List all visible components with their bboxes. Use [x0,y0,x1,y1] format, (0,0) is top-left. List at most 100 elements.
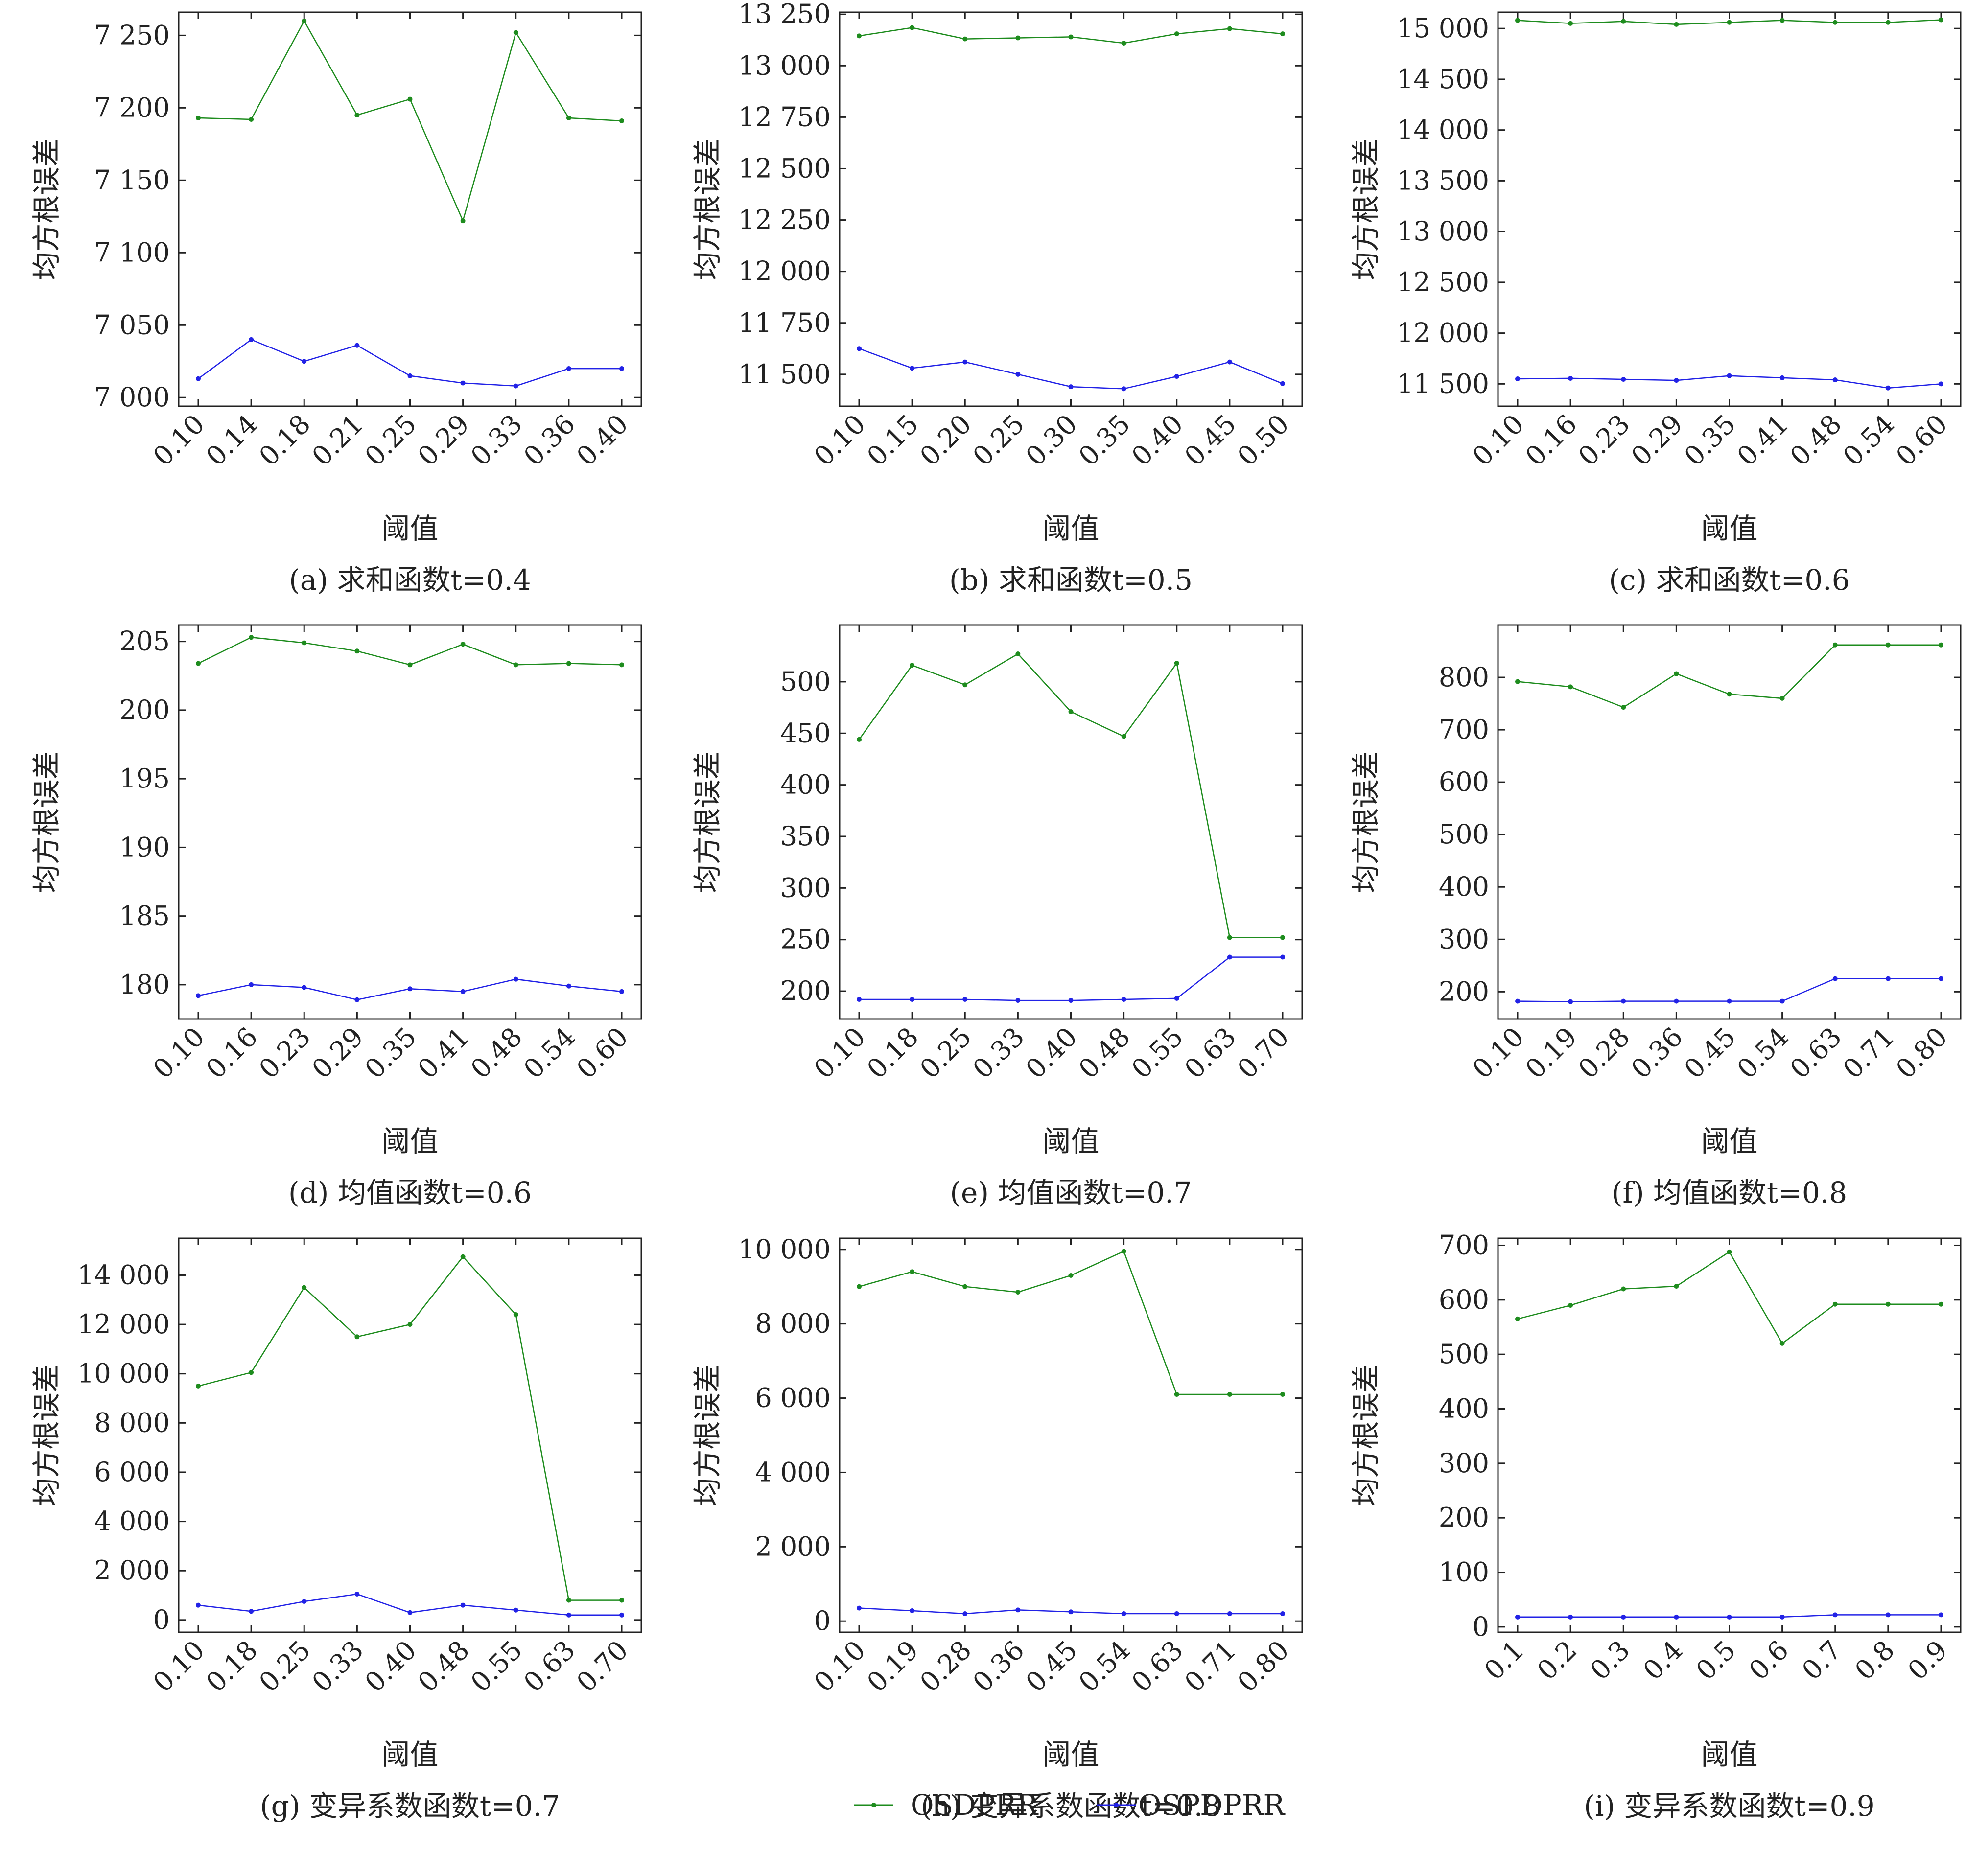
series-line-osdprr [198,20,622,223]
legend: OSDPRR OSPDPRR [854,1788,1286,1822]
x-tick-label: 0.55 [465,1635,528,1698]
y-tick-label: 400 [780,769,831,800]
data-point-osdprr [1779,18,1785,23]
data-point-ospdprr [1015,998,1021,1003]
data-point-ospdprr [249,982,254,987]
data-point-osdprr [857,33,862,39]
y-tick-label: 12 000 [77,1309,170,1340]
subfigure-caption: (g) 变异系数函数t=0.7 [260,1789,560,1823]
data-point-osdprr [566,661,571,666]
y-tick-label: 300 [780,872,831,903]
x-tick-label: 0.15 [861,409,925,472]
x-tick-label: 0.29 [306,1021,370,1085]
y-tick-label: 12 500 [1397,267,1489,298]
y-tick-label: 300 [1439,924,1489,954]
subfigure-caption: (e) 均值函数t=0.7 [950,1176,1192,1209]
data-point-ospdprr [619,1612,624,1618]
data-point-osdprr [249,635,254,640]
y-tick-label: 12 000 [738,256,831,287]
x-tick-label: 0.48 [412,1635,475,1698]
x-tick-label: 0.45 [1678,1021,1742,1085]
y-tick-label: 7 000 [94,382,170,413]
data-point-ospdprr [962,996,968,1002]
data-point-osdprr [910,1269,915,1274]
y-tick-label: 7 250 [94,20,170,50]
y-tick-label: 0 [153,1604,170,1635]
y-tick-label: 400 [1439,871,1489,902]
y-axis-label: 均方根误差 [1349,138,1382,280]
data-point-osdprr [1885,642,1891,648]
x-tick-label: 0.8 [1849,1635,1900,1686]
data-point-osdprr [1121,734,1126,739]
x-tick-label: 0.70 [1232,1021,1295,1085]
data-point-osdprr [1939,1301,1943,1307]
y-tick-label: 195 [119,763,170,794]
data-point-ospdprr [302,1599,307,1604]
x-tick-label: 0.48 [1073,1021,1136,1085]
data-point-osdprr [1015,1290,1021,1295]
data-point-osdprr [1568,1302,1573,1308]
x-tick-label: 0.48 [465,1021,528,1085]
x-tick-label: 0.7 [1796,1635,1848,1686]
data-point-osdprr [1280,1391,1285,1397]
series-line-osdprr [858,653,1283,938]
data-point-ospdprr [1174,1611,1179,1617]
data-point-ospdprr [962,359,968,365]
x-tick-label: 0.40 [1125,409,1189,472]
data-point-ospdprr [1674,998,1679,1004]
data-point-osdprr [1068,34,1074,40]
data-point-ospdprr [354,997,360,1002]
x-tick-label: 0.10 [147,409,211,472]
data-point-osdprr [302,640,307,646]
x-tick-label: 0.33 [465,409,528,472]
data-point-osdprr [196,116,201,121]
x-tick-label: 0.35 [359,1021,422,1085]
data-point-osdprr [1885,20,1891,25]
data-point-osdprr [1779,695,1785,701]
y-tick-label: 200 [1439,976,1489,1007]
data-point-osdprr [566,116,571,121]
y-axis-label: 均方根误差 [1349,751,1382,893]
legend-label-ospdprr: OSPDPRR [1138,1788,1286,1822]
y-tick-label: 13 000 [1397,216,1489,247]
data-point-ospdprr [1280,954,1285,960]
y-tick-label: 700 [1439,714,1489,745]
y-tick-label: 12 250 [738,205,831,235]
chart-panel: 11 500 12 000 12 500 13 000 13 500 14 000 14 5… [1349,11,1962,597]
chart-panel: 0 100 200 300 400 500 600 700 0.1 0.2 0.3 0.4 0.5 0.6… [1349,1229,1962,1823]
data-point-ospdprr [460,989,466,994]
data-point-osdprr [1674,22,1679,27]
x-tick-label: 0.63 [1125,1635,1189,1698]
y-tick-label: 0 [814,1605,831,1636]
data-point-ospdprr [1939,381,1943,387]
data-point-osdprr [962,36,968,42]
data-point-osdprr [1227,1391,1232,1397]
y-tick-label: 200 [119,695,170,725]
data-point-osdprr [1939,17,1943,23]
data-point-ospdprr [513,383,518,389]
x-tick-label: 0.18 [200,1635,264,1698]
x-tick-label: 0.80 [1890,1021,1954,1085]
data-point-ospdprr [1227,954,1232,960]
data-point-osdprr [1227,26,1232,31]
data-point-osdprr [460,642,466,647]
x-tick-label: 0.80 [1232,1635,1295,1698]
x-tick-label: 0.35 [1678,409,1742,472]
x-axis-label: 阈值 [381,512,438,545]
data-point-ospdprr [1727,998,1732,1004]
x-tick-label: 0.25 [914,1021,978,1085]
x-tick-label: 0.9 [1902,1635,1953,1686]
x-tick-label: 0.1 [1478,1635,1530,1686]
series-line-ospdprr [859,956,1283,1001]
data-point-ospdprr [566,983,571,989]
data-point-osdprr [1568,684,1573,690]
x-tick-label: 0.55 [1125,1021,1189,1085]
x-tick-label: 0.36 [1625,1021,1689,1085]
data-point-osdprr [1015,651,1021,657]
data-point-osdprr [1174,660,1179,666]
y-tick-label: 250 [780,924,831,955]
chart-panel: 1801851901952002050.100.160.230.290.350.… [30,624,642,1209]
y-tick-label: 7 200 [94,92,170,123]
y-axis-label: 均方根误差 [30,751,63,893]
data-point-ospdprr [407,373,413,378]
